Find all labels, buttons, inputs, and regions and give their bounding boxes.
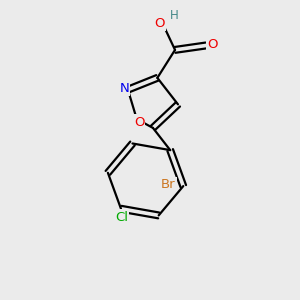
Text: H: H bbox=[170, 9, 179, 22]
Text: O: O bbox=[207, 38, 218, 51]
Text: O: O bbox=[154, 17, 165, 30]
Text: Br: Br bbox=[161, 178, 176, 191]
Text: Cl: Cl bbox=[115, 211, 128, 224]
Text: O: O bbox=[134, 116, 144, 128]
Text: N: N bbox=[119, 82, 129, 95]
